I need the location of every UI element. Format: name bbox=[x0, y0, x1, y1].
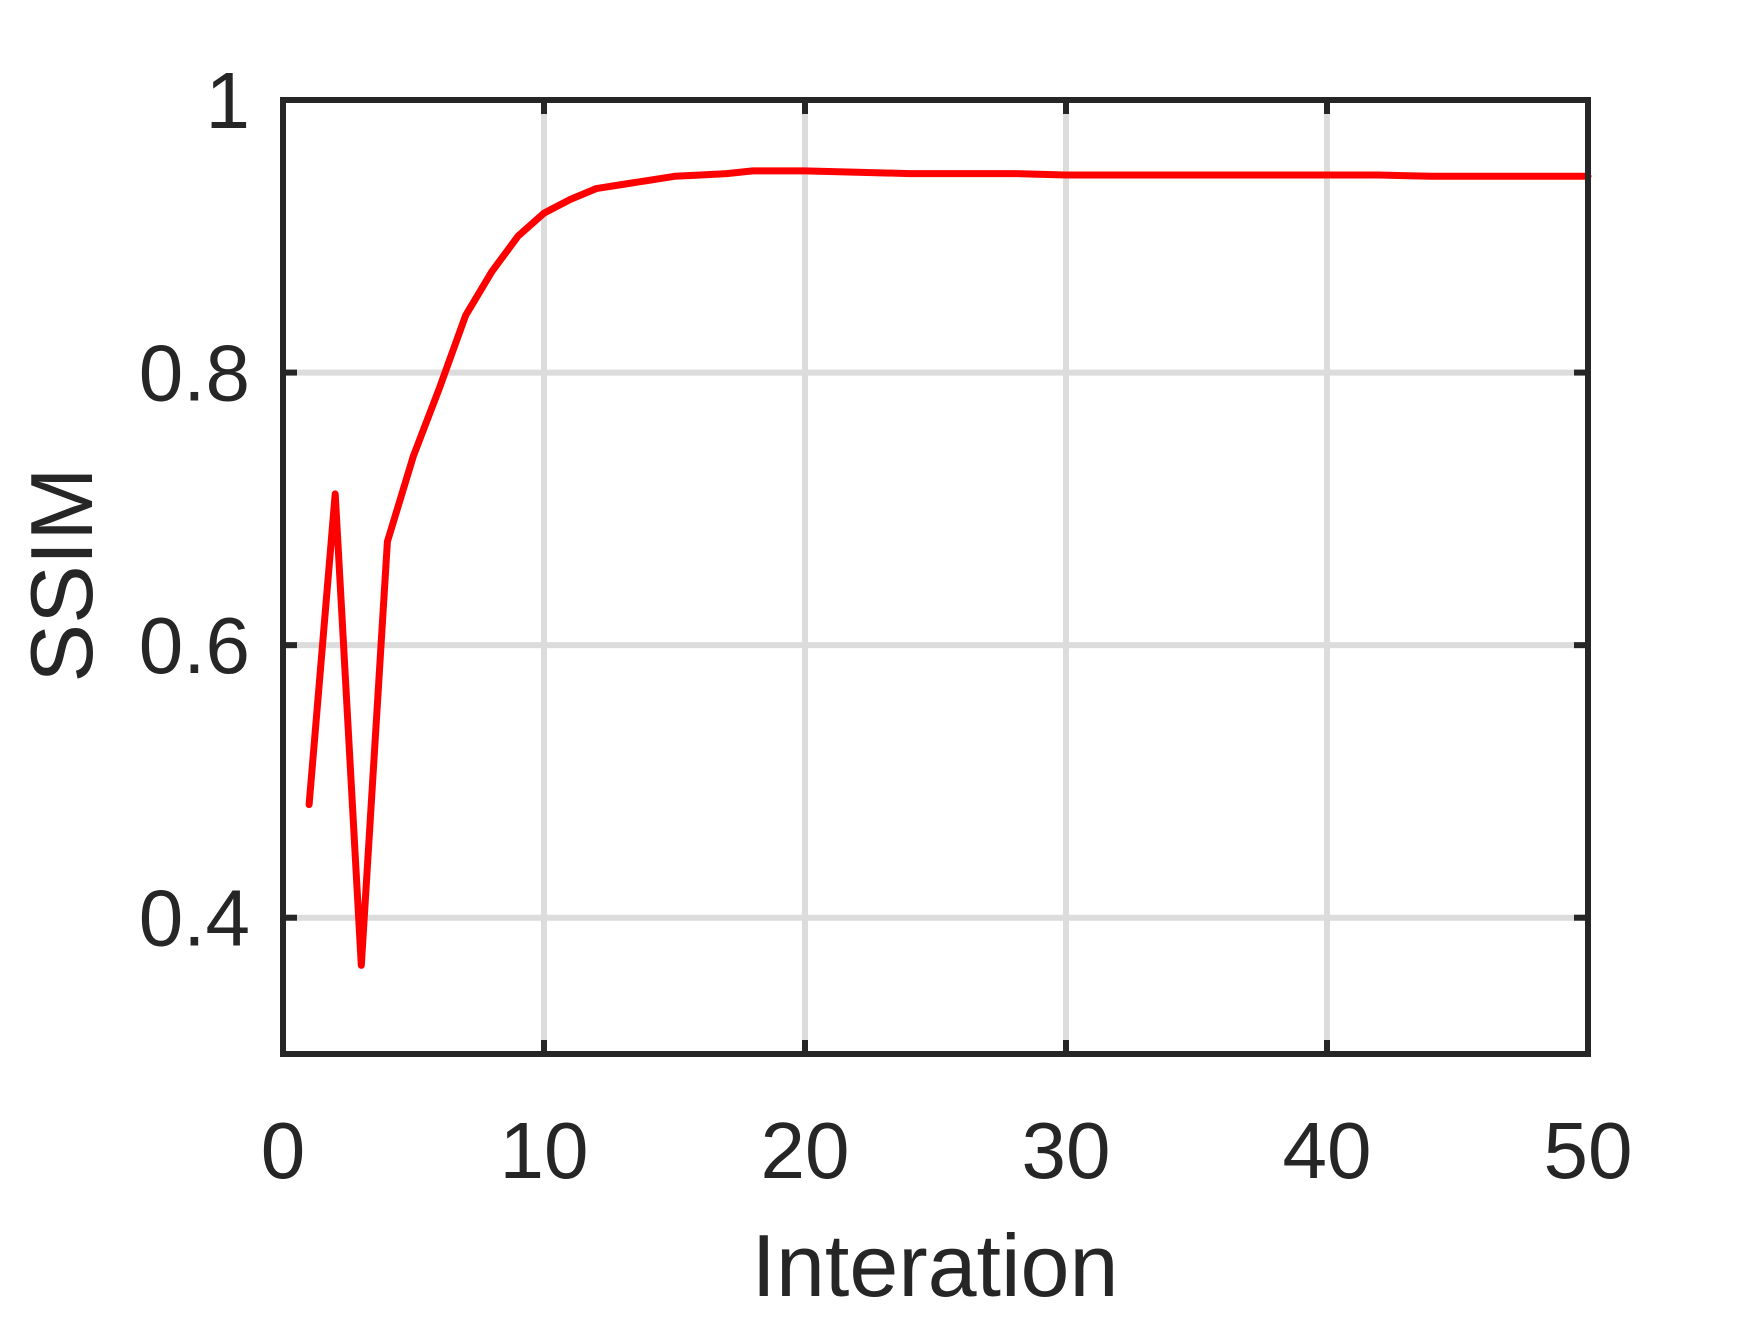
y-tick-label-1: 0.6 bbox=[139, 601, 250, 690]
x-tick-label-3: 30 bbox=[1022, 1106, 1111, 1195]
y-tick-label-3: 1 bbox=[206, 56, 251, 145]
axes-frame bbox=[280, 97, 1591, 1057]
grid-lines bbox=[283, 100, 1588, 1054]
x-tick-label-5: 50 bbox=[1544, 1106, 1633, 1195]
series-line-0 bbox=[305, 167, 1592, 969]
series-layer bbox=[305, 167, 1592, 969]
x-tick-label-4: 40 bbox=[1283, 1106, 1372, 1195]
x-axis-label: Interation bbox=[752, 1216, 1119, 1313]
y-axis-label: SSIM bbox=[12, 467, 111, 682]
x-tick-label-0: 0 bbox=[261, 1106, 306, 1195]
x-tick-label-2: 20 bbox=[761, 1106, 850, 1195]
x-tick-label-1: 10 bbox=[500, 1106, 589, 1195]
y-tick-label-2: 0.8 bbox=[139, 329, 250, 418]
plot-frame bbox=[280, 97, 1591, 1057]
tick-labels: 0 10 20 30 40 50 0.4 0.6 0.8 1 bbox=[139, 56, 1633, 1195]
y-tick-label-0: 0.4 bbox=[139, 874, 250, 963]
